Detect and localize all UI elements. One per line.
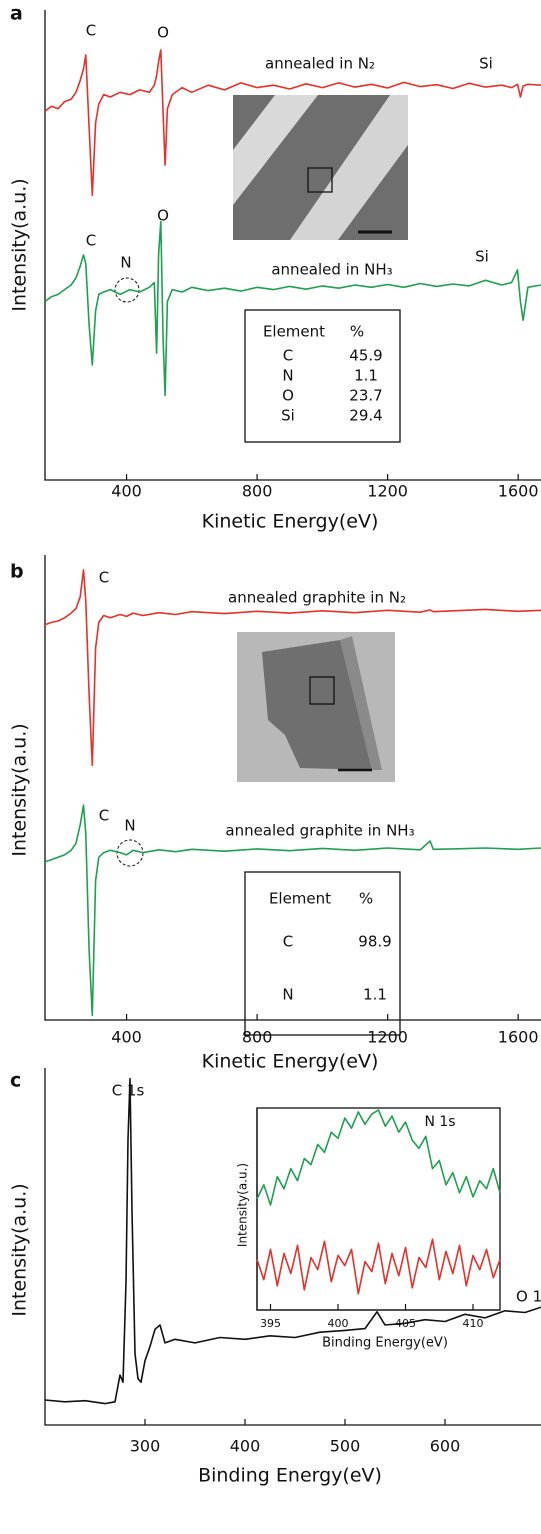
axis-line [44,555,541,1021]
x-tick-label: 800 [242,1028,273,1047]
x-tick-label: 400 [111,482,142,501]
y-axis-label: Intensity(a.u.) [236,1163,250,1247]
annotation: Si [475,248,489,266]
x-tick-label: 300 [130,1437,161,1456]
panel-label: b [10,561,24,583]
highlight-circle [114,277,140,303]
axis-line [256,1108,500,1311]
annotation: Si [479,55,493,73]
x-tick-label: 1600 [498,482,539,501]
spectrum-line [256,1238,501,1295]
series-label: annealed graphite in NH₃ [225,822,414,840]
x-tick-label: 400 [111,1028,142,1047]
table-cell: 1.1 [354,367,378,385]
spectrum-line [44,220,541,397]
annotation: C [99,569,109,587]
annotation: C [99,807,109,825]
table-cell: 23.7 [349,387,382,405]
x-tick-label: 395 [260,1317,281,1330]
x-axis-label: Kinetic Energy(eV) [202,1051,379,1073]
x-tick-label: 400 [328,1317,349,1330]
table-cell: 1.1 [363,986,387,1004]
x-tick-label: 1600 [498,1028,539,1047]
annotation: O [157,24,169,42]
x-axis-label: Binding Energy(eV) [322,1336,448,1351]
annotation: O [157,207,169,225]
annotation: N 1s [424,1114,455,1130]
table-cell: N [282,986,293,1004]
x-tick-label: 500 [330,1437,361,1456]
axis-line [44,1068,541,1426]
x-tick-label: 600 [430,1437,461,1456]
x-tick-label: 1200 [367,1028,408,1047]
series-label: annealed in N₂ [265,55,375,73]
spectrum-line [256,1109,501,1206]
annotation: C [86,22,96,40]
annotation: N [120,254,131,272]
series-label: annealed graphite in N₂ [228,589,406,607]
annotation: C 1s [112,1082,145,1100]
spectrum-line [44,49,541,196]
x-tick-label: 400 [230,1437,261,1456]
y-axis-label: Intensity(a.u.) [9,1183,31,1316]
table-cell: C [283,933,293,951]
table-frame [244,871,401,1036]
x-tick-label: 1200 [367,482,408,501]
table-header: Element [269,890,331,908]
y-axis-label: Intensity(a.u.) [9,723,31,856]
x-tick-label: 800 [242,482,273,501]
spectrum-line [44,804,541,1017]
table-header: Element [263,323,325,341]
panel-label: c [10,1070,21,1092]
table-cell: C [283,347,293,365]
inset-frame [256,1107,501,1311]
annotation: N [124,817,135,835]
annotation: O 1s [516,1288,541,1306]
x-axis-label: Kinetic Energy(eV) [202,511,379,533]
x-axis-label: Binding Energy(eV) [198,1465,382,1487]
series-label: annealed in NH₃ [271,261,392,279]
x-tick-label: 410 [463,1317,484,1330]
table-frame [244,309,401,443]
spectrum-line [44,1077,541,1405]
annotation: C [86,232,96,250]
table-cell: O [282,387,294,405]
panel-label: a [10,3,23,25]
table-cell: 29.4 [349,407,382,425]
table-header: % [350,323,364,341]
axis-line [44,10,541,481]
table-header: % [359,890,373,908]
table-cell: Si [281,407,295,425]
sem-image-a [233,95,408,240]
table-cell: N [282,367,293,385]
table-cell: 45.9 [349,347,382,365]
sem-image-b [237,632,395,782]
table-cell: 98.9 [358,933,391,951]
x-tick-label: 405 [395,1317,416,1330]
y-axis-label: Intensity(a.u.) [9,178,31,311]
spectrum-line [44,569,541,766]
